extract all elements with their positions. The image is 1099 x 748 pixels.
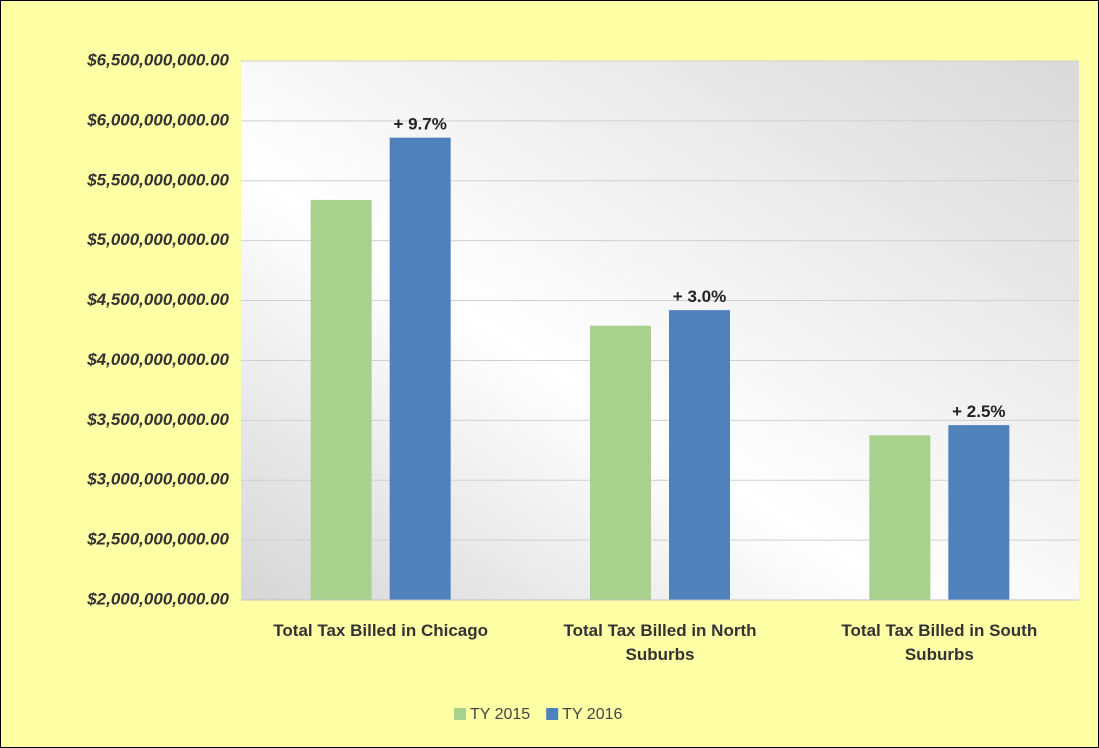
legend-label: TY 2015	[470, 706, 530, 723]
legend-swatch	[546, 708, 559, 720]
change-label: + 3.0%	[673, 287, 726, 306]
bar	[669, 310, 730, 600]
bar	[389, 137, 451, 600]
plot-area	[241, 61, 1079, 600]
y-tick-label: $4,500,000,000.00	[86, 290, 229, 309]
y-tick-label: $2,000,000,000.00	[86, 589, 229, 608]
bar	[948, 425, 1010, 600]
y-tick-label: $3,000,000,000.00	[86, 470, 229, 489]
y-tick-label: $3,500,000,000.00	[86, 410, 229, 429]
x-tick-label: Total Tax Billed in Chicago	[273, 621, 489, 640]
change-label: + 9.7%	[393, 115, 446, 134]
y-tick-label: $4,000,000,000.00	[86, 350, 229, 369]
change-label: + 2.5%	[952, 402, 1005, 421]
legend-swatch	[454, 708, 466, 720]
y-tick-label: $6,500,000,000.00	[86, 50, 229, 69]
legend-label: TY 2016	[562, 706, 622, 723]
y-tick-label: $2,500,000,000.00	[86, 530, 229, 549]
bar	[869, 435, 931, 600]
bar	[590, 325, 651, 600]
y-tick-label: $5,500,000,000.00	[86, 170, 229, 189]
x-tick-label: Total Tax Billed in North Suburbs	[563, 621, 757, 664]
y-tick-label: $5,000,000,000.00	[86, 230, 229, 249]
x-tick-label: Total Tax Billed in South Suburbs	[841, 621, 1038, 664]
bar	[310, 199, 372, 601]
y-tick-label: $6,000,000,000.00	[86, 110, 229, 129]
